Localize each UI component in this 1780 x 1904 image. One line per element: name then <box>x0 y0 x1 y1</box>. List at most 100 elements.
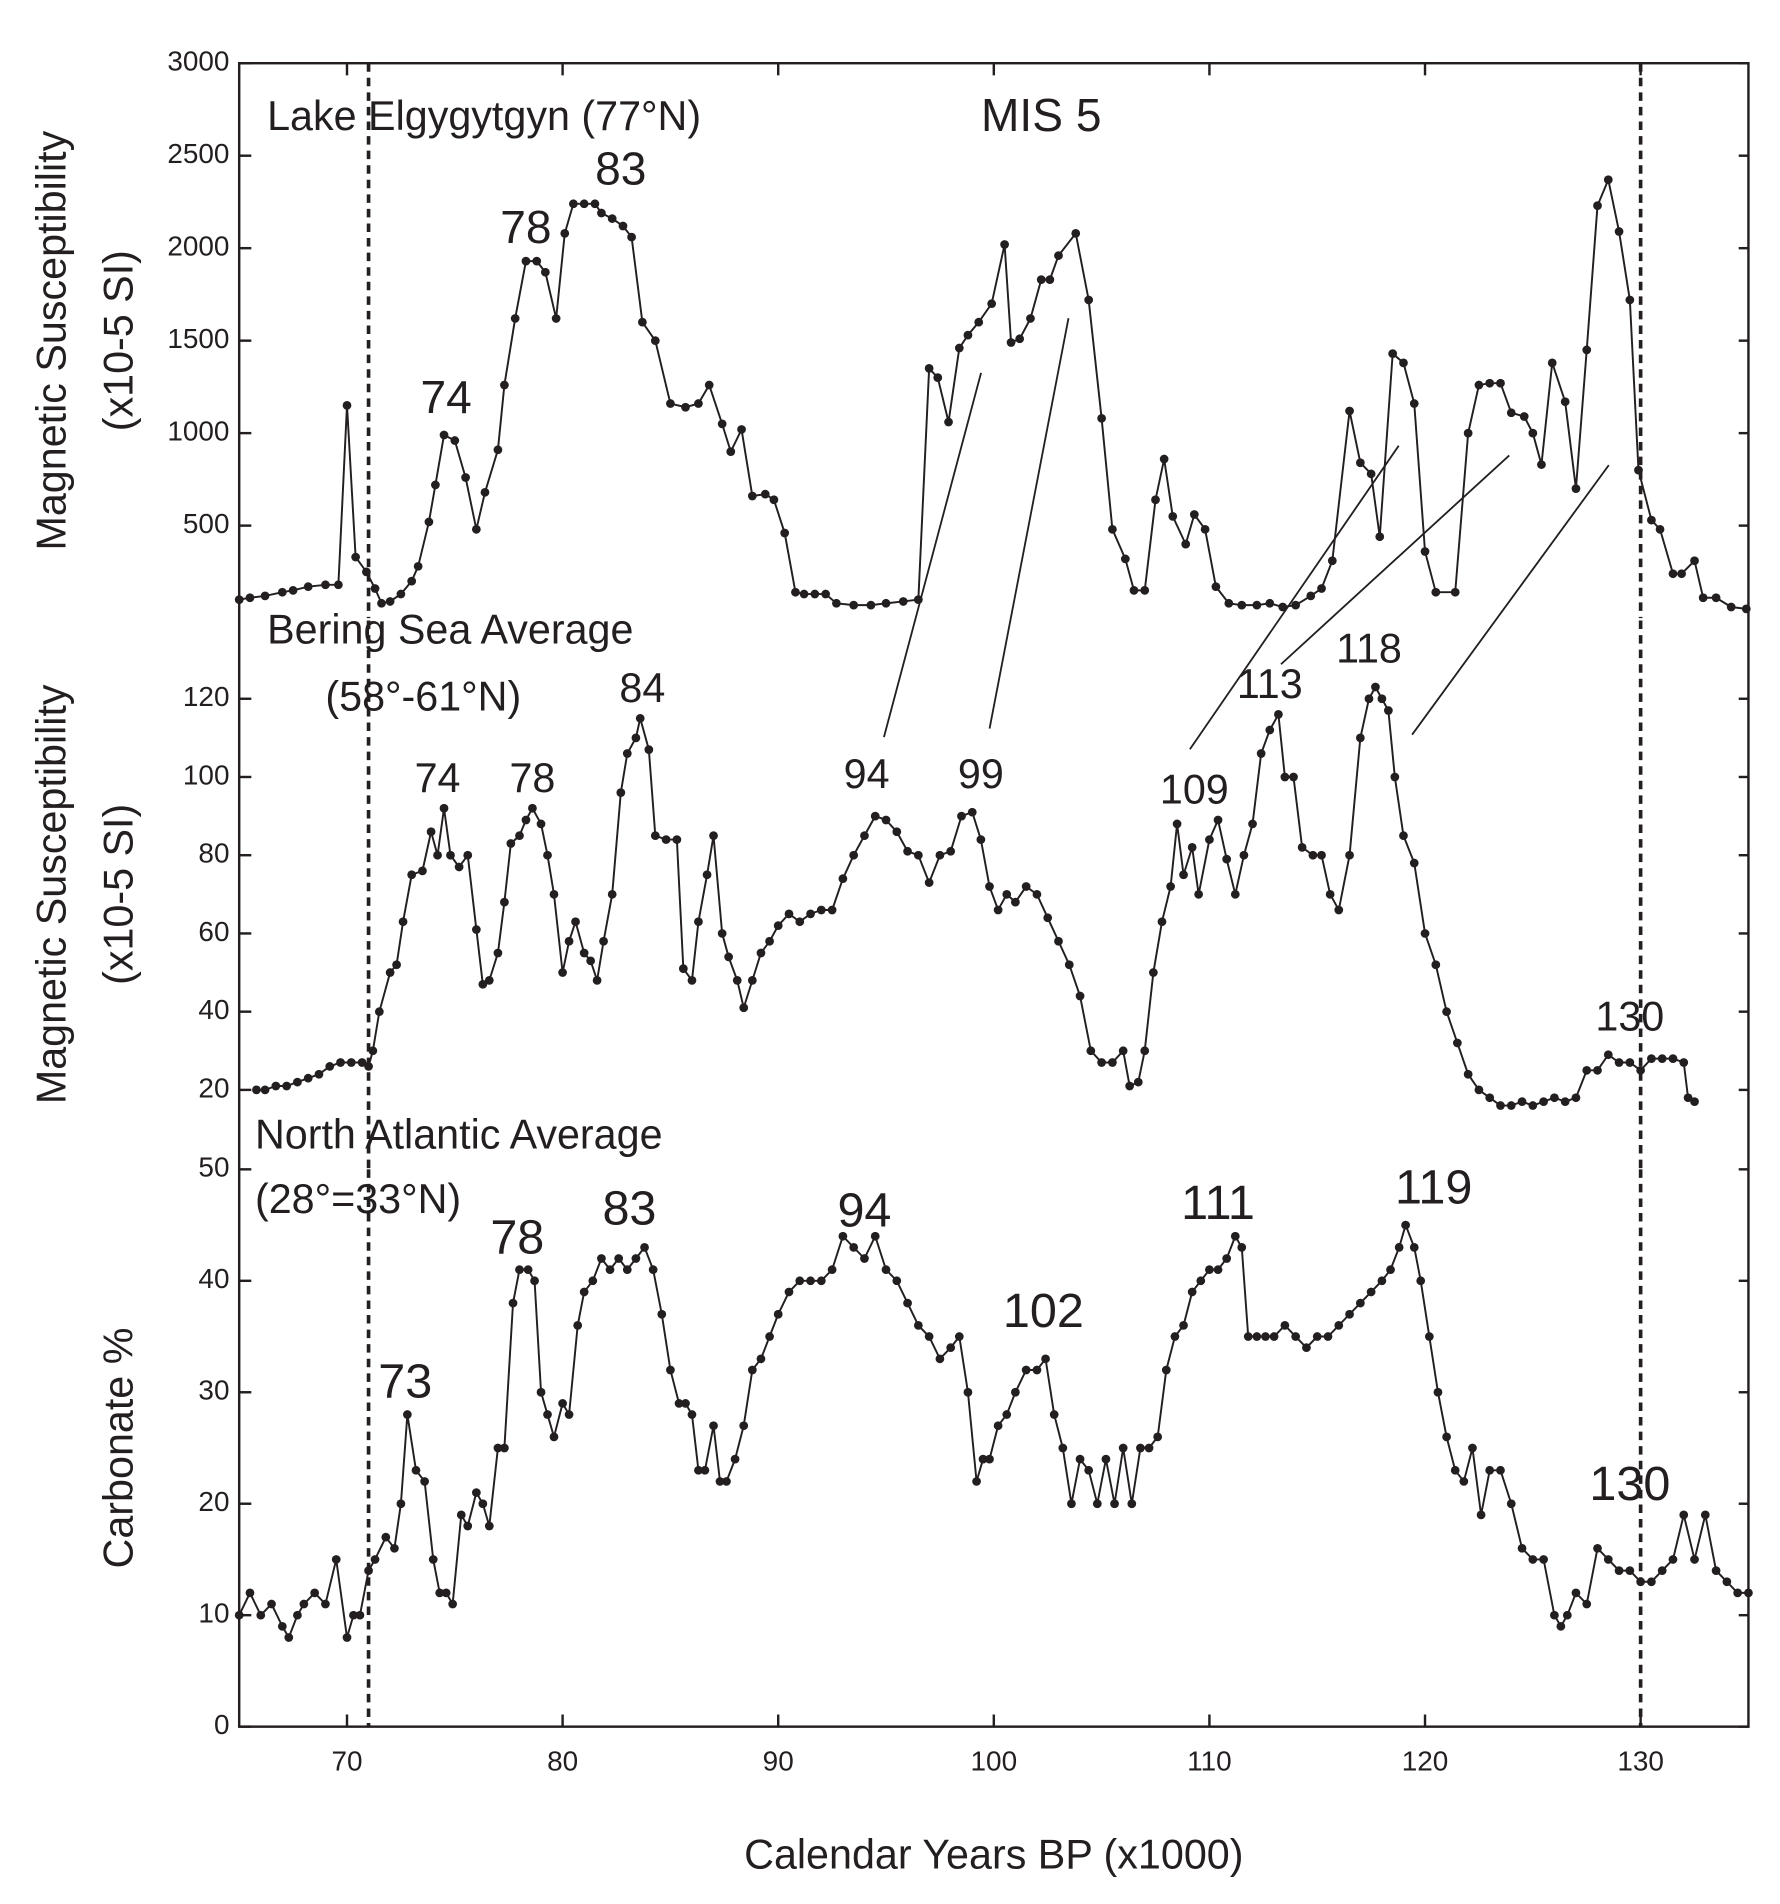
data-point <box>1187 843 1197 852</box>
data-point <box>1334 1321 1344 1330</box>
data-point <box>288 585 298 595</box>
data-point <box>456 1510 466 1520</box>
data-point <box>1655 524 1665 534</box>
data-point <box>1289 772 1298 782</box>
data-point <box>418 866 427 876</box>
data-point <box>1002 889 1012 899</box>
data-point <box>336 1058 345 1067</box>
data-point <box>1224 598 1234 608</box>
data-point <box>381 1532 391 1542</box>
data-point <box>586 956 596 966</box>
data-point <box>1528 1555 1538 1564</box>
data-point <box>650 336 660 346</box>
panel-title: North Atlantic Average <box>255 1112 663 1158</box>
data-point <box>607 214 617 223</box>
data-point <box>694 917 703 927</box>
data-point <box>1168 511 1178 521</box>
data-point <box>1327 556 1337 566</box>
data-point <box>784 1287 794 1297</box>
data-point <box>310 1588 320 1598</box>
data-point <box>334 580 343 590</box>
data-point <box>1485 1465 1495 1475</box>
data-point <box>1161 1365 1171 1375</box>
data-point <box>1274 710 1283 719</box>
data-point <box>1506 1101 1516 1110</box>
series-line <box>256 685 1696 1107</box>
data-point <box>946 1343 956 1353</box>
data-point <box>1517 1097 1527 1107</box>
data-point <box>1179 870 1188 880</box>
data-point <box>1506 408 1516 418</box>
data-point <box>816 905 826 915</box>
y-tick-label: 3000 <box>167 46 229 77</box>
data-point <box>1101 1454 1111 1464</box>
data-point <box>849 600 859 610</box>
data-point <box>592 976 602 985</box>
data-point <box>314 1069 324 1079</box>
data-point <box>370 1555 380 1564</box>
data-point <box>1614 227 1624 236</box>
data-point <box>558 968 567 977</box>
data-point <box>528 803 537 813</box>
data-point <box>1399 831 1408 841</box>
data-point <box>1409 1242 1419 1252</box>
data-point <box>1657 1566 1667 1575</box>
data-point <box>303 582 313 592</box>
data-point <box>299 1599 309 1609</box>
data-point <box>1468 1443 1477 1453</box>
data-point <box>1698 593 1708 603</box>
data-point <box>411 1465 421 1475</box>
data-point <box>506 839 516 848</box>
annotation: 74 <box>421 371 472 423</box>
data-point <box>666 399 675 408</box>
data-point <box>1560 1097 1570 1107</box>
annotation: 78 <box>500 201 551 253</box>
annotation: 99 <box>958 751 1004 797</box>
data-point <box>1265 598 1275 608</box>
data-point <box>1172 819 1182 829</box>
data-point <box>1196 1276 1206 1286</box>
data-point <box>614 1254 624 1263</box>
y-tick-label: 2000 <box>167 231 229 262</box>
data-point <box>709 831 718 841</box>
data-point <box>1108 524 1117 534</box>
data-point <box>1519 412 1529 421</box>
data-point <box>1388 349 1398 358</box>
data-point <box>413 561 423 571</box>
data-point <box>1539 1555 1548 1564</box>
data-point <box>1366 1287 1376 1297</box>
data-point <box>543 850 552 860</box>
data-point <box>1136 1443 1145 1453</box>
data-point <box>1528 428 1538 438</box>
data-point <box>765 936 774 946</box>
data-point <box>1118 1046 1128 1056</box>
data-point <box>1679 1058 1689 1067</box>
data-point <box>616 788 626 798</box>
data-point <box>1647 515 1656 525</box>
data-point <box>1431 587 1441 597</box>
data-point <box>1125 1081 1135 1091</box>
data-point <box>963 330 973 340</box>
data-point <box>245 1588 255 1598</box>
data-point <box>260 1085 270 1095</box>
data-point <box>1571 1588 1581 1598</box>
data-point <box>1071 229 1081 238</box>
data-point <box>726 447 736 457</box>
data-point <box>1355 1298 1365 1308</box>
connector-line <box>1280 454 1510 665</box>
data-point <box>508 1298 518 1308</box>
data-point <box>256 1610 266 1620</box>
data-point <box>849 850 859 860</box>
data-point <box>1334 905 1344 915</box>
data-point <box>913 595 923 604</box>
data-point <box>687 976 697 985</box>
data-point <box>1317 850 1326 860</box>
annotation: MIS 5 <box>981 89 1101 141</box>
data-point <box>1021 882 1031 891</box>
annotation: 130 <box>1589 1457 1670 1511</box>
data-point <box>985 882 994 891</box>
data-point <box>1625 1058 1635 1067</box>
data-point <box>1517 1543 1527 1553</box>
data-point <box>1151 495 1160 505</box>
data-point <box>1058 1443 1068 1453</box>
